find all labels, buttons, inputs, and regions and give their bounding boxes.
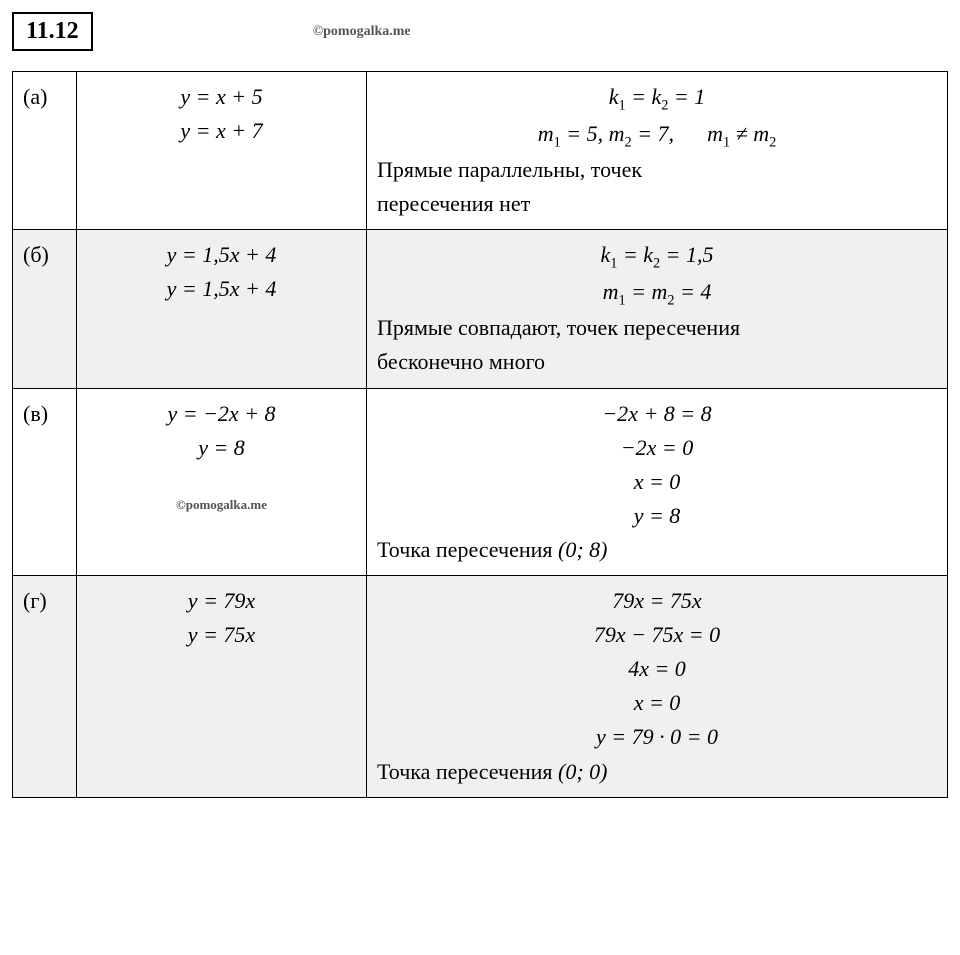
equations-cell: y = 79x y = 75x — [77, 576, 367, 798]
solution-math-line: −2x + 8 = 8 — [377, 397, 937, 431]
row-label-text: (г) — [23, 588, 47, 613]
row-label-text: (б) — [23, 242, 49, 267]
solution-math-line: −2x = 0 — [377, 431, 937, 465]
solution-math-line: 79x = 75x — [377, 584, 937, 618]
equations-cell: y = x + 5 y = x + 7 — [77, 72, 367, 230]
watermark-inline: ©pomogalka.me — [87, 495, 356, 515]
solution-math-line: x = 0 — [377, 686, 937, 720]
table-row: (в) y = −2x + 8 y = 8 ©pomogalka.me −2x … — [13, 388, 948, 575]
solution-cell: k1 = k2 = 1,5 m1 = m2 = 4 Прямые совпада… — [367, 230, 948, 388]
table-row: (б) y = 1,5x + 4 y = 1,5x + 4 k1 = k2 = … — [13, 230, 948, 388]
solution-text-line: пересечения нет — [377, 187, 937, 221]
solution-text-line: Прямые совпадают, точек пересечения — [377, 311, 937, 345]
row-label: (в) — [13, 388, 77, 575]
equation-line: y = 1,5x + 4 — [87, 272, 356, 306]
equation-line: y = 75x — [87, 618, 356, 652]
row-label-text: (в) — [23, 401, 48, 426]
problem-number-box: 11.12 — [12, 12, 93, 51]
solution-math-line: x = 0 — [377, 465, 937, 499]
table-row: (г) y = 79x y = 75x 79x = 75x 79x − 75x … — [13, 576, 948, 798]
solution-cell: k1 = k2 = 1 m1 = 5, m2 = 7, m1 ≠ m2 Прям… — [367, 72, 948, 230]
solution-math-line: y = 79 · 0 = 0 — [377, 720, 937, 754]
solution-math-line: k1 = k2 = 1,5 — [377, 238, 937, 275]
row-label: (б) — [13, 230, 77, 388]
solution-text-line: Точка пересечения (0; 0) — [377, 755, 937, 789]
equation-line: y = 8 — [87, 431, 356, 465]
solution-cell: 79x = 75x 79x − 75x = 0 4x = 0 x = 0 y =… — [367, 576, 948, 798]
watermark-top: ©pomogalka.me — [313, 24, 411, 40]
equation-line: y = 79x — [87, 584, 356, 618]
equations-cell: y = 1,5x + 4 y = 1,5x + 4 — [77, 230, 367, 388]
solutions-table: (а) y = x + 5 y = x + 7 k1 = k2 = 1 m1 =… — [12, 71, 948, 798]
equation-line: y = −2x + 8 — [87, 397, 356, 431]
solution-text-line: бесконечно много — [377, 345, 937, 379]
solution-math-line: y = 8 — [377, 499, 937, 533]
solution-math-line: m1 = 5, m2 = 7, m1 ≠ m2 — [377, 117, 937, 154]
row-label: (а) — [13, 72, 77, 230]
table-row: (а) y = x + 5 y = x + 7 k1 = k2 = 1 m1 =… — [13, 72, 948, 230]
solution-math-line: m1 = m2 = 4 — [377, 275, 937, 312]
solution-math-line: k1 = k2 = 1 — [377, 80, 937, 117]
solution-math-line: 4x = 0 — [377, 652, 937, 686]
problem-number: 11.12 — [26, 18, 79, 44]
solution-cell: −2x + 8 = 8 −2x = 0 x = 0 y = 8 Точка пе… — [367, 388, 948, 575]
solution-text-line: Точка пересечения (0; 8) — [377, 533, 937, 567]
row-label-text: (а) — [23, 84, 47, 109]
equation-line: y = 1,5x + 4 — [87, 238, 356, 272]
equation-line: y = x + 7 — [87, 114, 356, 148]
equation-line: y = x + 5 — [87, 80, 356, 114]
solution-math-line: 79x − 75x = 0 — [377, 618, 937, 652]
solution-text-line: Прямые параллельны, точек — [377, 153, 937, 187]
equations-cell: y = −2x + 8 y = 8 ©pomogalka.me — [77, 388, 367, 575]
row-label: (г) — [13, 576, 77, 798]
header-row: 11.12 ©pomogalka.me — [12, 12, 948, 51]
